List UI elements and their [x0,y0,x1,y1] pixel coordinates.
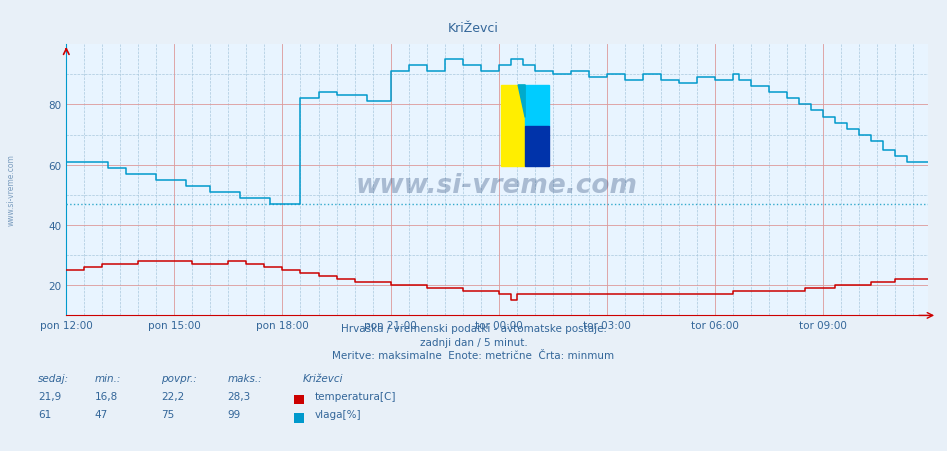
Text: 21,9: 21,9 [38,391,62,401]
Text: 16,8: 16,8 [95,391,118,401]
Text: KriŽevci: KriŽevci [448,22,499,35]
Text: 99: 99 [227,409,241,419]
Text: 75: 75 [161,409,174,419]
Text: Hrvaška / vremenski podatki - avtomatske postaje.: Hrvaška / vremenski podatki - avtomatske… [341,323,606,333]
Text: povpr.:: povpr.: [161,373,197,383]
Text: min.:: min.: [95,373,121,383]
Text: www.si-vreme.com: www.si-vreme.com [7,153,16,226]
Text: 61: 61 [38,409,51,419]
Bar [526,86,549,126]
Text: vlaga[%]: vlaga[%] [314,409,361,419]
Text: zadnji dan / 5 minut.: zadnji dan / 5 minut. [420,337,527,347]
Text: www.si-vreme.com: www.si-vreme.com [356,173,638,199]
Text: 22,2: 22,2 [161,391,185,401]
Text: sedaj:: sedaj: [38,373,69,383]
Bar [526,126,549,167]
Text: Meritve: maksimalne  Enote: metrične  Črta: minmum: Meritve: maksimalne Enote: metrične Črta… [332,350,615,360]
Polygon shape [518,86,526,118]
Text: temperatura[C]: temperatura[C] [314,391,396,401]
Text: 47: 47 [95,409,108,419]
Text: 28,3: 28,3 [227,391,251,401]
Text: Križevci: Križevci [303,373,344,383]
Bar [502,86,526,167]
Text: maks.:: maks.: [227,373,262,383]
